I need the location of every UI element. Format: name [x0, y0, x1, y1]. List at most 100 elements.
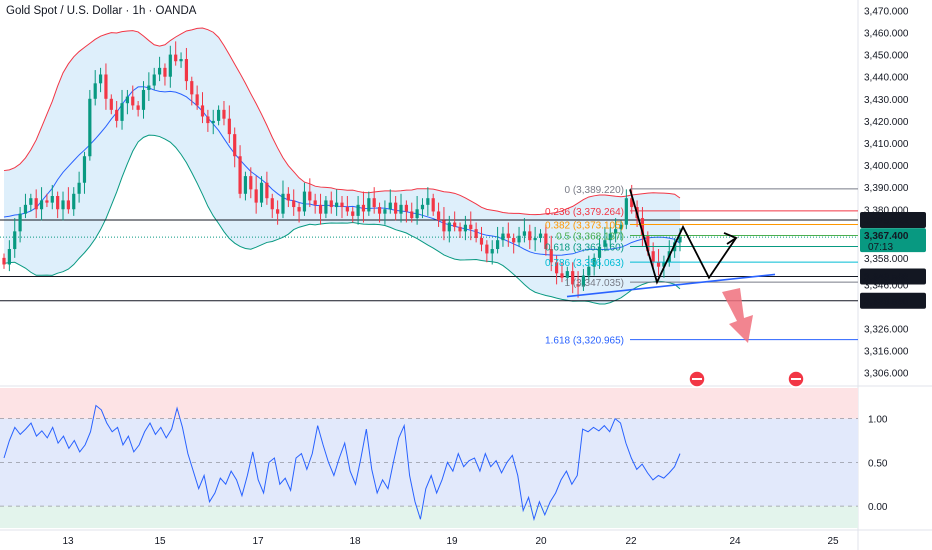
- candle-body: [179, 59, 183, 62]
- projection-zigzag: [629, 189, 737, 285]
- bollinger-lower-line: [3, 134, 681, 305]
- candle-body: [388, 202, 392, 210]
- candle-body: [646, 235, 650, 252]
- price-tick-label: 3,326.000: [864, 325, 909, 336]
- candle-body: [56, 196, 60, 210]
- candle-body: [125, 96, 129, 104]
- candle-body: [410, 211, 414, 219]
- candle-body: [597, 246, 602, 258]
- candle-body: [592, 257, 596, 267]
- price-tick-label: 3,400.000: [864, 161, 909, 172]
- fib-level-label: 0.236 (3,379.264): [545, 207, 624, 218]
- fib-level-label: 0.5 (3,368.137): [556, 231, 624, 242]
- time-tick-label: 20: [535, 536, 547, 547]
- candle-body: [522, 231, 527, 236]
- candle-body: [39, 200, 44, 210]
- price-tick-label: 3,358.000: [864, 254, 909, 265]
- fib-level-label: 0.618 (3,363.160): [545, 242, 624, 253]
- candle-body: [383, 209, 387, 214]
- ascending-trendline: [566, 273, 776, 298]
- candle-body: [222, 109, 226, 119]
- price-label-text: 3,349.588: [864, 272, 909, 283]
- candle-body: [436, 211, 441, 221]
- candle-body: [517, 235, 521, 243]
- candle-body: [367, 198, 371, 212]
- candle-body: [302, 191, 307, 212]
- candle-body: [630, 198, 634, 208]
- candle-body: [120, 103, 124, 121]
- candle-body: [565, 271, 569, 278]
- candle-body: [168, 54, 172, 77]
- candle-body: [163, 67, 167, 77]
- candle-body: [2, 257, 6, 265]
- candle-body: [88, 98, 92, 157]
- candle-body: [458, 226, 462, 232]
- candle-body: [495, 240, 500, 250]
- candle-body: [431, 198, 435, 212]
- candle-body: [98, 74, 103, 84]
- candle-body: [453, 222, 457, 227]
- candle-body: [490, 249, 494, 254]
- candle-body: [560, 273, 564, 278]
- candle-body: [200, 105, 205, 117]
- candle-body: [131, 96, 135, 106]
- candle-body: [286, 193, 290, 201]
- candle-body: [426, 198, 430, 205]
- candle-body: [576, 284, 580, 287]
- candle-body: [512, 237, 516, 243]
- candle-body: [361, 204, 366, 212]
- candle-body: [351, 211, 355, 216]
- candle-body: [656, 262, 661, 267]
- candle-body: [377, 207, 382, 214]
- candle-body: [184, 59, 189, 82]
- candle-body: [619, 224, 623, 230]
- candle-body: [233, 134, 237, 157]
- price-label-box: [860, 212, 926, 229]
- rsi-tick-label: 1.00: [868, 415, 888, 426]
- candle-body: [270, 198, 274, 210]
- candle-body: [45, 200, 49, 203]
- fib-level-label: 1.618 (3,320.965): [545, 336, 624, 347]
- price-label: 3,375.122: [860, 212, 926, 229]
- candle-body: [603, 240, 607, 247]
- price-tick-label: 3,390.000: [864, 183, 909, 194]
- candle-body: [447, 222, 451, 232]
- candle-body: [538, 233, 543, 238]
- time-tick-label: 25: [827, 536, 839, 547]
- candle-body: [243, 176, 248, 194]
- candle-body: [533, 237, 537, 241]
- candle-body: [340, 202, 344, 208]
- price-tick-label: 3,430.000: [864, 95, 909, 106]
- candle-body: [104, 74, 108, 99]
- candle-body: [23, 204, 28, 214]
- price-label-box: [860, 228, 926, 253]
- candle-body: [18, 213, 22, 232]
- rsi-line: [3, 404, 681, 522]
- price-label-box: [860, 292, 926, 309]
- price-tick-label: 3,380.000: [864, 205, 909, 216]
- bollinger-upper-line: [3, 27, 681, 216]
- time-tick-label: 24: [729, 536, 741, 547]
- candle-body: [259, 182, 264, 203]
- rsi-overbought-zone: [0, 388, 858, 419]
- price-tick-label: 3,346.000: [864, 280, 909, 291]
- candle-body: [195, 94, 199, 106]
- chart-title: Gold Spot / U.S. Dollar · 1h · OANDA: [6, 5, 197, 17]
- candle-body: [211, 120, 215, 124]
- candle-body: [82, 156, 87, 183]
- candle-body: [292, 200, 296, 208]
- candle-body: [136, 105, 140, 110]
- time-tick-label: 13: [62, 536, 74, 547]
- price-tick-label: 3,306.000: [864, 369, 909, 380]
- candle-body: [356, 204, 360, 216]
- candle-body: [308, 191, 312, 201]
- candle-body: [249, 176, 253, 190]
- candle-body: [544, 233, 548, 250]
- candle-body: [678, 237, 682, 243]
- fib-level-label: 0.382 (3,373.105): [545, 220, 624, 231]
- candle-body: [13, 231, 17, 250]
- candle-body: [501, 233, 505, 241]
- candle-body: [442, 220, 446, 232]
